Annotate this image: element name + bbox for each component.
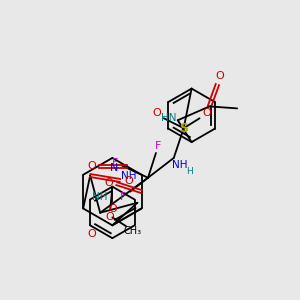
Text: HN: HN [161, 113, 177, 123]
Text: O: O [153, 108, 161, 118]
Text: O: O [124, 176, 133, 186]
Text: O: O [104, 178, 113, 188]
Text: F: F [112, 158, 119, 168]
Text: NH: NH [121, 171, 136, 181]
Text: O: O [105, 212, 114, 222]
Text: F: F [155, 141, 161, 151]
Text: F: F [120, 192, 126, 202]
Text: H: H [186, 167, 193, 176]
Text: N: N [110, 163, 118, 173]
Text: O: O [87, 229, 96, 239]
Text: S: S [179, 122, 188, 135]
Text: O: O [108, 204, 117, 214]
Text: NH: NH [172, 160, 188, 170]
Text: CH₃: CH₃ [123, 226, 141, 236]
Text: O: O [215, 71, 224, 81]
Text: NH: NH [92, 192, 107, 202]
Text: O: O [87, 161, 96, 171]
Text: O: O [202, 108, 211, 118]
